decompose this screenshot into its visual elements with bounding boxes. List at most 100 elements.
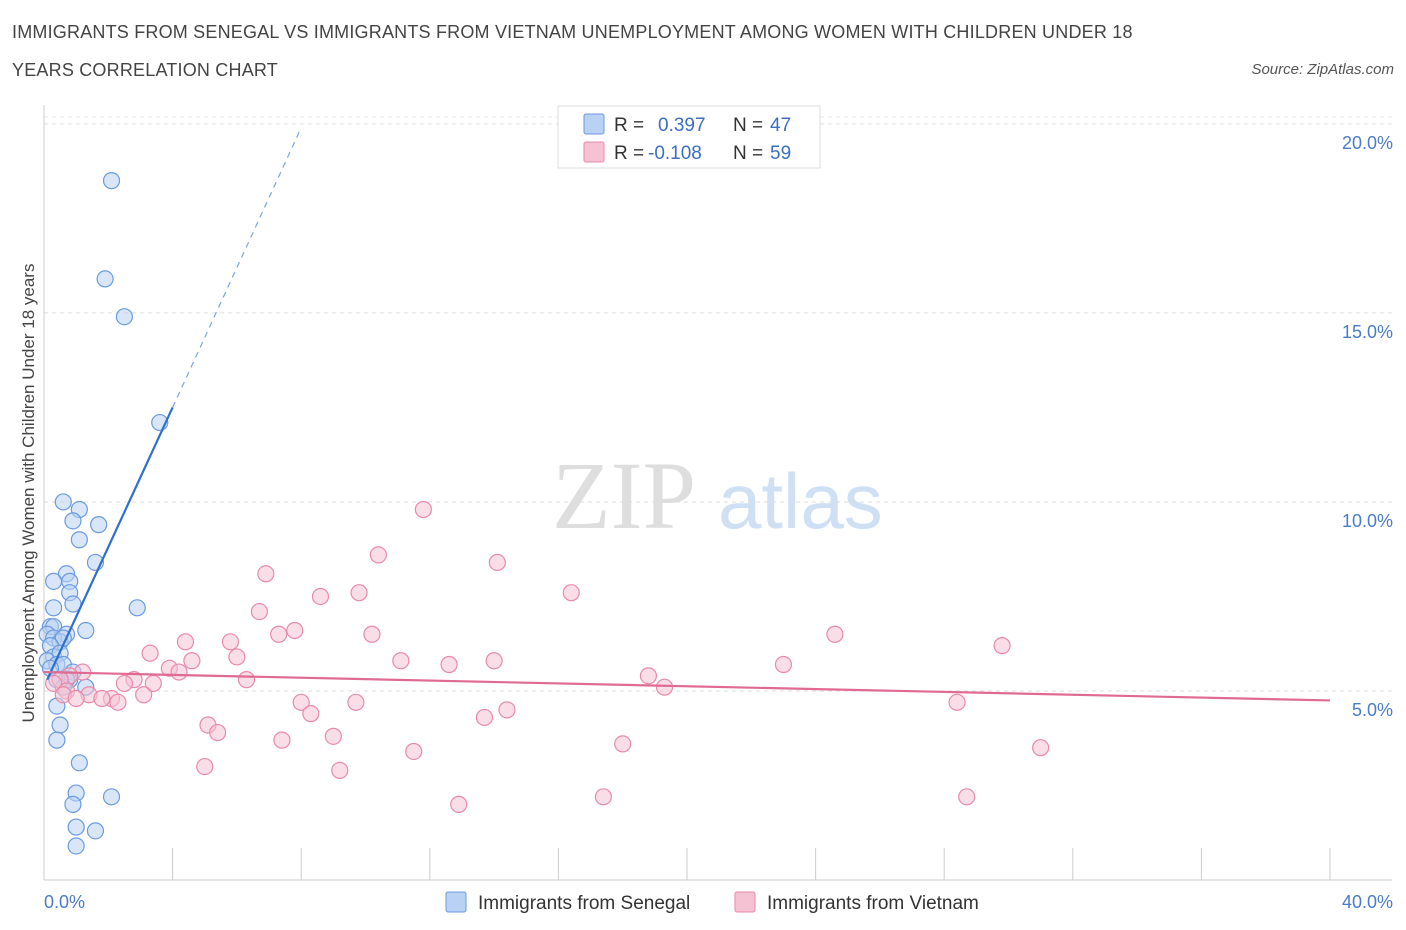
point-vietnam	[614, 735, 632, 753]
point-vietnam	[292, 693, 310, 711]
point-vietnam	[141, 644, 159, 662]
point-senegal	[45, 599, 63, 617]
point-vietnam	[115, 674, 133, 693]
bottom-legend: Immigrants from Senegal Immigrants from …	[445, 891, 979, 914]
point-vietnam	[993, 637, 1011, 655]
stats-n-value-vietnam: 59	[770, 143, 791, 164]
watermark: ZIP atlas	[552, 442, 883, 549]
point-vietnam	[228, 648, 246, 666]
chart-title-line-1: IMMIGRANTS FROM SENEGAL VS IMMIGRANTS FR…	[12, 22, 1133, 42]
point-senegal	[67, 837, 85, 855]
point-vietnam	[958, 788, 976, 806]
stats-r-label-vietnam: R =	[614, 143, 644, 164]
point-vietnam	[273, 731, 291, 749]
point-vietnam	[196, 757, 214, 776]
point-vietnam	[221, 633, 240, 651]
point-vietnam	[109, 693, 127, 711]
point-senegal	[77, 621, 95, 640]
point-vietnam	[209, 723, 227, 742]
watermark-zip: ZIP	[552, 442, 696, 549]
point-senegal	[67, 818, 85, 836]
point-vietnam	[485, 652, 503, 670]
point-vietnam	[45, 674, 63, 693]
point-vietnam	[170, 663, 188, 681]
point-vietnam	[311, 587, 330, 606]
point-vietnam	[257, 565, 275, 583]
point-vietnam	[324, 727, 342, 745]
point-senegal	[45, 572, 63, 590]
y-tick-label: 15.0%	[1342, 322, 1393, 342]
stats-n-label-vietnam: N =	[733, 143, 763, 164]
point-senegal	[96, 270, 114, 288]
point-vietnam	[655, 678, 674, 696]
trend-line-vietnam	[43, 670, 1331, 702]
point-vietnam	[392, 652, 410, 670]
point-vietnam	[237, 671, 256, 689]
point-vietnam	[363, 625, 381, 643]
point-vietnam	[347, 693, 365, 711]
gridlines	[44, 116, 1392, 692]
y-tick-label: 20.0%	[1342, 133, 1393, 153]
trend-line-senegal	[46, 406, 174, 681]
point-senegal	[90, 516, 108, 534]
legend-swatch-vietnam	[734, 891, 756, 913]
stats-legend-swatch-senegal	[583, 113, 605, 135]
stats-r-value-senegal: 0.397	[658, 115, 706, 136]
point-vietnam	[369, 546, 387, 564]
point-senegal	[128, 599, 146, 617]
point-vietnam	[948, 693, 966, 711]
point-vietnam	[350, 584, 368, 602]
series-senegal-points	[38, 172, 169, 855]
point-vietnam	[93, 689, 111, 708]
point-senegal	[54, 493, 72, 511]
point-vietnam	[135, 686, 153, 704]
point-vietnam	[594, 788, 613, 806]
point-vietnam	[475, 708, 494, 727]
point-vietnam	[498, 701, 516, 719]
point-senegal	[115, 308, 133, 326]
stats-r-value-vietnam: -0.108	[648, 143, 702, 164]
point-vietnam	[562, 584, 580, 602]
point-vietnam	[286, 621, 304, 640]
point-vietnam	[414, 500, 432, 519]
watermark-atlas: atlas	[718, 457, 883, 545]
point-senegal	[70, 754, 88, 772]
point-vietnam	[270, 625, 288, 643]
point-vietnam	[488, 553, 506, 572]
legend-label-senegal: Immigrants from Senegal	[478, 893, 690, 914]
point-senegal	[70, 531, 88, 549]
point-vietnam	[450, 795, 468, 813]
trend-line-senegal-extension	[172, 127, 302, 408]
chart-title-line-2: YEARS CORRELATION CHART	[12, 60, 278, 80]
point-vietnam	[183, 652, 201, 670]
legend-swatch-senegal	[445, 891, 467, 913]
point-senegal	[86, 822, 105, 840]
trend-lines	[43, 127, 1331, 702]
x-tick-label-max: 40.0%	[1342, 892, 1393, 912]
point-senegal	[51, 716, 69, 734]
point-senegal	[64, 512, 82, 530]
y-tick-label: 5.0%	[1352, 700, 1393, 720]
point-senegal	[102, 172, 121, 190]
point-vietnam	[1032, 739, 1050, 757]
point-vietnam	[176, 633, 195, 651]
point-vietnam	[250, 602, 269, 621]
stats-legend: R = 0.397 N = 47 R = -0.108 N = 59	[557, 105, 821, 169]
point-vietnam	[331, 761, 349, 779]
y-tick-labels: 5.0% 10.0% 15.0% 20.0%	[1342, 133, 1393, 720]
stats-n-label-senegal: N =	[733, 115, 763, 136]
point-vietnam	[826, 625, 844, 643]
point-senegal	[102, 788, 121, 806]
stats-r-label-senegal: R =	[614, 115, 644, 136]
y-tick-label: 10.0%	[1342, 511, 1393, 531]
point-senegal	[64, 795, 82, 813]
x-tick-label-min: 0.0%	[44, 892, 85, 912]
series-vietnam-points	[45, 500, 1050, 813]
legend-label-vietnam: Immigrants from Vietnam	[767, 893, 979, 914]
stats-legend-swatch-vietnam	[583, 141, 605, 163]
point-vietnam	[405, 742, 423, 761]
stats-n-value-senegal: 47	[770, 115, 791, 136]
point-vietnam	[440, 655, 458, 674]
point-vietnam	[67, 689, 85, 708]
